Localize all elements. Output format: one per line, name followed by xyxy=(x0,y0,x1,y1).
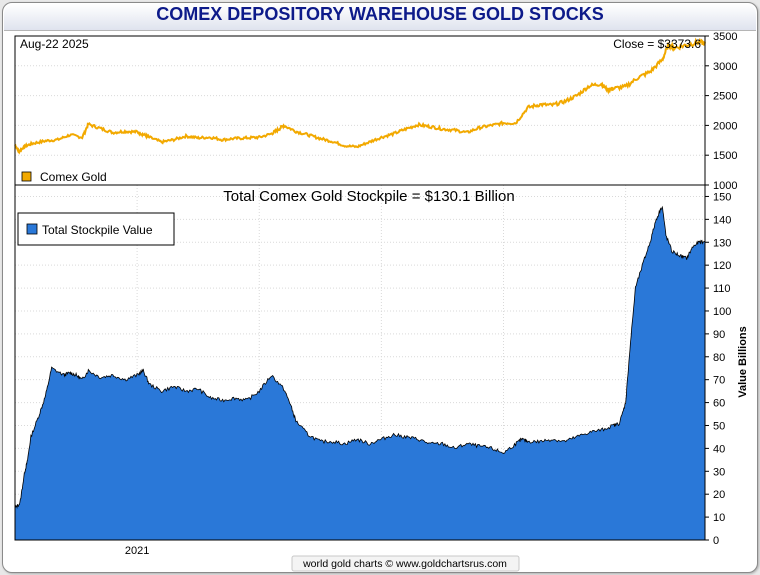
gold-y-tick-label: 3000 xyxy=(713,61,737,73)
stockpile-x-tick-label: 2021 xyxy=(125,545,149,557)
title-bar xyxy=(4,4,756,31)
gold-legend-swatch xyxy=(21,171,32,182)
stockpile-area xyxy=(14,205,706,541)
gold-legend-label: Comex Gold xyxy=(40,170,107,184)
stockpile-y-tick-label: 60 xyxy=(713,398,725,410)
footer-box xyxy=(291,555,520,572)
stockpile-y-tick-label: 80 xyxy=(713,352,725,364)
stockpile-y-tick-label: 120 xyxy=(713,260,731,272)
stockpile-y-tick-label: 100 xyxy=(713,306,731,318)
stockpile-panel-border xyxy=(14,184,706,541)
gold-close-label: Close = $3373.6 xyxy=(613,37,701,51)
stockpile-x-axis: 2021 xyxy=(125,545,149,557)
page-title: COMEX DEPOSITORY WAREHOUSE GOLD STOCKS xyxy=(156,4,604,24)
stockpile-y-tick-label: 10 xyxy=(713,512,725,524)
stockpile-y-tick-label: 40 xyxy=(713,443,725,455)
stockpile-y-tick-label: 0 xyxy=(713,535,719,547)
stockpile-y-tick-label: 20 xyxy=(713,489,725,501)
stockpile-y-tick-label: 90 xyxy=(713,329,725,341)
gold-price-line xyxy=(14,37,706,155)
stockpile-y-axis: 0 10 20 30 40 50 60 70 80 90 100 110 120 130 140 150 xyxy=(705,191,731,547)
stockpile-y-tick-label: 30 xyxy=(713,466,725,478)
stockpile-y-tick-label: 130 xyxy=(713,237,731,249)
stockpile-legend-box xyxy=(17,212,175,246)
stockpile-title: Total Comex Gold Stockpile = $130.1 Bill… xyxy=(223,188,514,205)
footer-credit: world gold charts © www.goldchartsrus.co… xyxy=(302,558,507,570)
stockpile-y-tick-label: 110 xyxy=(713,283,731,295)
stockpile-y-tick-label: 150 xyxy=(713,191,731,203)
gold-date-label: Aug-22 2025 xyxy=(20,37,89,51)
stockpile-y-tick-label: 70 xyxy=(713,375,725,387)
gold-y-tick-label: 2500 xyxy=(713,91,737,103)
gold-y-tick-label: 1000 xyxy=(713,180,737,192)
gold-y-axis: 1000 1500 2000 2500 3000 3500 xyxy=(705,31,737,192)
stockpile-legend-swatch xyxy=(26,223,38,235)
stockpile-legend-label: Total Stockpile Value xyxy=(42,223,153,237)
stockpile-y-tick-label: 140 xyxy=(713,214,731,226)
gold-panel-background xyxy=(15,36,705,185)
stockpile-y-tick-label: 50 xyxy=(713,420,725,432)
gold-y-tick-label: 1500 xyxy=(713,150,737,162)
gold-y-tick-label: 2000 xyxy=(713,120,737,132)
gold-y-tick-label: 3500 xyxy=(713,31,737,43)
stockpile-y-axis-label: Value Billions xyxy=(737,326,749,398)
